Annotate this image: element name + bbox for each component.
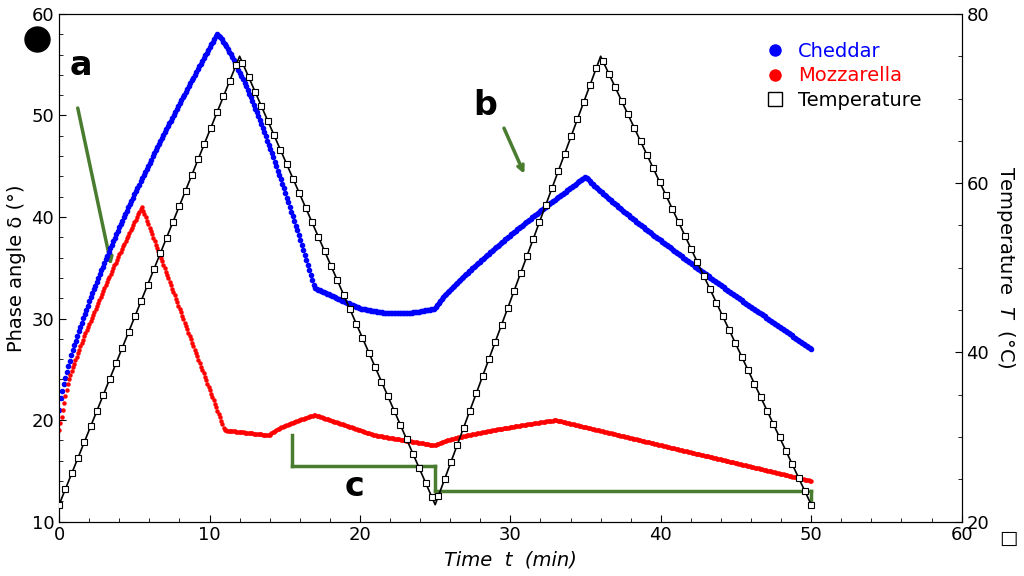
Y-axis label: Temperature  $T$  (°C): Temperature $T$ (°C) — [994, 166, 1017, 369]
Text: □: □ — [999, 529, 1018, 548]
Legend: Cheddar, Mozzarella, Temperature: Cheddar, Mozzarella, Temperature — [748, 34, 930, 118]
Text: b: b — [473, 89, 497, 123]
Text: c: c — [345, 470, 365, 503]
Text: a: a — [70, 49, 92, 82]
Y-axis label: Phase angle δ (°): Phase angle δ (°) — [7, 184, 26, 351]
X-axis label: Time  t  (min): Time t (min) — [444, 550, 577, 569]
